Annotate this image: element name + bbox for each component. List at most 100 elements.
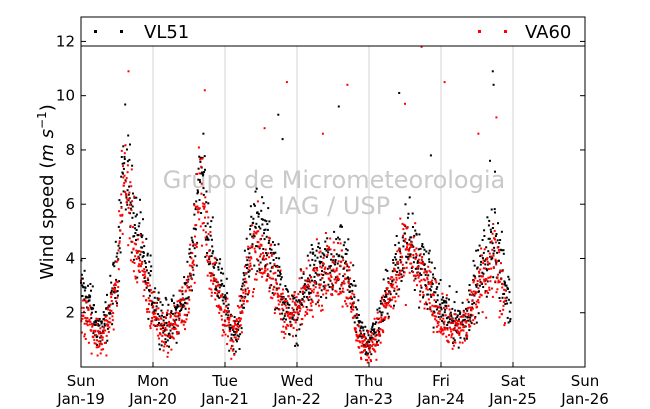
data-point-va60 bbox=[298, 310, 301, 313]
data-point-vl51 bbox=[453, 301, 456, 304]
data-point-va60 bbox=[151, 317, 154, 319]
data-point-vl51 bbox=[394, 253, 397, 255]
x-tick-label-date: Jan-23 bbox=[344, 390, 393, 408]
data-point-vl51 bbox=[338, 254, 341, 257]
data-point-vl51 bbox=[179, 301, 182, 304]
data-point-va60 bbox=[404, 304, 407, 306]
data-point-vl51 bbox=[487, 237, 490, 240]
data-point-va60 bbox=[308, 295, 311, 298]
data-point-vl51 bbox=[441, 302, 444, 305]
data-point-va60 bbox=[153, 291, 156, 293]
data-point-vl51 bbox=[383, 300, 386, 303]
data-point-vl51 bbox=[285, 318, 287, 321]
data-point-va60 bbox=[119, 214, 122, 217]
data-point-va60 bbox=[304, 314, 307, 317]
data-point-va60 bbox=[109, 321, 112, 324]
data-point-va60 bbox=[465, 321, 468, 324]
data-point-vl51 bbox=[135, 229, 138, 231]
data-point-va60 bbox=[474, 277, 477, 280]
data-point-va60 bbox=[289, 313, 291, 316]
data-point-vl51 bbox=[237, 320, 240, 323]
data-point-vl51 bbox=[462, 319, 465, 322]
data-point-va60 bbox=[367, 330, 370, 333]
data-point-vl51 bbox=[88, 299, 91, 302]
data-point-vl51 bbox=[124, 208, 127, 211]
data-point-vl51 bbox=[247, 256, 250, 259]
data-point-va60 bbox=[250, 257, 253, 260]
data-point-vl51 bbox=[232, 334, 235, 337]
data-point-va60 bbox=[418, 261, 421, 264]
data-point-vl51 bbox=[491, 257, 494, 260]
data-point-va60 bbox=[264, 267, 267, 269]
data-point-vl51 bbox=[243, 306, 245, 309]
data-point-va60 bbox=[363, 339, 366, 342]
data-point-va60 bbox=[240, 317, 242, 320]
data-point-vl51 bbox=[505, 296, 508, 299]
data-point-vl51 bbox=[123, 155, 126, 158]
data-point-vl51 bbox=[314, 254, 317, 257]
data-point-va60 bbox=[279, 300, 282, 303]
data-point-vl51 bbox=[169, 337, 172, 339]
data-point-vl51 bbox=[492, 276, 495, 279]
data-point-va60 bbox=[218, 311, 221, 314]
data-point-vl51 bbox=[269, 251, 272, 254]
data-point-va60 bbox=[250, 268, 253, 270]
data-point-vl51 bbox=[425, 303, 428, 306]
data-point-vl51 bbox=[309, 291, 312, 294]
data-point-va60 bbox=[243, 284, 246, 287]
data-point-vl51 bbox=[276, 307, 278, 310]
data-point-vl51 bbox=[130, 203, 133, 206]
data-point-vl51 bbox=[230, 337, 233, 340]
data-point-vl51 bbox=[278, 257, 281, 260]
data-point-va60 bbox=[369, 351, 372, 354]
data-point-va60 bbox=[335, 269, 338, 272]
data-point-va60 bbox=[292, 311, 295, 314]
data-point-vl51 bbox=[151, 303, 154, 305]
data-point-va60 bbox=[87, 308, 90, 311]
data-point-vl51 bbox=[507, 275, 510, 278]
data-point-va60 bbox=[421, 256, 424, 258]
data-point-vl51 bbox=[440, 298, 443, 301]
data-point-vl51 bbox=[261, 196, 264, 199]
data-points bbox=[80, 45, 512, 364]
data-point-va60 bbox=[174, 323, 177, 326]
data-point-va60 bbox=[237, 338, 240, 341]
data-point-va60 bbox=[207, 260, 209, 263]
data-point-va60 bbox=[480, 281, 483, 284]
data-point-vl51 bbox=[435, 300, 437, 303]
data-point-vl51 bbox=[225, 313, 228, 316]
y-axis-label: Wind speed (m s−1) bbox=[35, 104, 58, 279]
data-point-vl51 bbox=[442, 299, 445, 302]
data-point-va60 bbox=[201, 157, 204, 160]
data-point-va60 bbox=[398, 274, 401, 277]
data-point-va60 bbox=[322, 262, 325, 265]
data-point-vl51 bbox=[122, 172, 124, 175]
data-point-va60 bbox=[184, 289, 187, 292]
data-point-vl51 bbox=[129, 207, 132, 210]
data-point-vl51 bbox=[291, 317, 294, 320]
data-point-vl51 bbox=[93, 304, 95, 307]
data-point-vl51 bbox=[136, 276, 139, 279]
data-point-va60 bbox=[195, 243, 198, 245]
data-point-va60 bbox=[290, 313, 293, 316]
data-point-va60 bbox=[458, 320, 460, 323]
data-point-va60 bbox=[159, 333, 162, 336]
data-point-va60 bbox=[443, 81, 446, 84]
data-point-vl51 bbox=[106, 327, 109, 330]
data-point-va60 bbox=[128, 191, 131, 194]
data-point-va60 bbox=[319, 250, 322, 253]
data-point-va60 bbox=[347, 266, 350, 269]
data-point-vl51 bbox=[456, 314, 459, 317]
data-point-va60 bbox=[327, 289, 330, 292]
data-point-va60 bbox=[125, 193, 128, 195]
data-point-vl51 bbox=[249, 224, 252, 227]
data-point-va60 bbox=[350, 310, 353, 313]
data-point-vl51 bbox=[125, 196, 128, 199]
data-point-va60 bbox=[351, 292, 354, 295]
data-point-va60 bbox=[453, 326, 456, 329]
data-point-vl51 bbox=[475, 249, 478, 252]
data-point-va60 bbox=[454, 313, 457, 316]
data-point-vl51 bbox=[487, 224, 490, 227]
data-point-va60 bbox=[336, 276, 339, 279]
data-point-va60 bbox=[412, 236, 415, 239]
